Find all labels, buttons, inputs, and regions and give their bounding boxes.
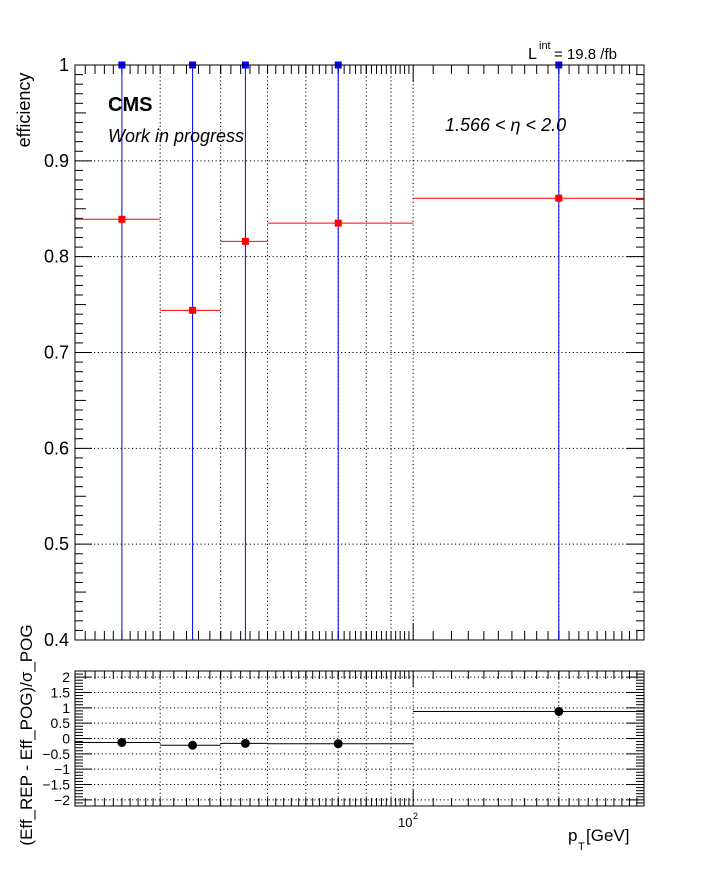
top-y-tick-label: 0.5	[44, 534, 69, 554]
bottom-y-tick-label: 1	[62, 700, 70, 716]
pull-point	[333, 739, 343, 749]
status-label: Work in progress	[108, 126, 244, 146]
top-y-tick-label: 1	[59, 55, 69, 75]
bottom-y-tick-label: 2	[62, 669, 70, 685]
rep-point	[555, 194, 563, 202]
pull-point	[240, 738, 250, 748]
bottom-y-tick-label: −1.5	[42, 777, 70, 793]
pull-label-text: (Eff_REP - Eff_POG)/σ_POG	[17, 624, 36, 845]
rep-point	[334, 219, 342, 227]
bottom-y-tick-label: 0.5	[51, 715, 71, 731]
pull-point	[554, 707, 564, 716]
eta-label: 1.566 < η < 2.0	[445, 115, 566, 135]
cms-label: CMS	[108, 94, 152, 116]
bottom-y-tick-label: −0.5	[42, 746, 70, 762]
rep-point	[241, 237, 249, 245]
top-frame	[74, 64, 645, 641]
pull-point	[188, 740, 198, 750]
pog-series	[118, 61, 563, 640]
bottom-y-tick-label: 1.5	[51, 684, 71, 700]
rep-point	[118, 215, 126, 223]
x-tick-label-sup: 2	[413, 811, 418, 821]
lumi-label-rest: = 19.8 /fb	[554, 46, 617, 63]
top-y-tick-label: 0.6	[44, 438, 69, 458]
lumi-label-sup: int	[539, 40, 551, 52]
rep-series	[75, 194, 644, 314]
top-y-tick-label: 0.4	[44, 630, 69, 650]
pull-series	[75, 707, 644, 750]
x-axis-label: p T [GeV]	[568, 826, 629, 853]
rep-point	[189, 306, 197, 314]
bottom-y-tick-labels: −2−1.5−1−0.500.511.52	[42, 669, 70, 808]
bottom-y-tick-label: −1	[54, 761, 70, 777]
top-y-axis-label: efficiency	[14, 73, 34, 148]
bottom-axis-ticks	[75, 670, 645, 807]
top-y-tick-labels: 0.4 0.5 0.6 0.7 0.8 0.9 1	[44, 55, 69, 650]
x-tick-label-base: 10	[398, 815, 412, 830]
x-axis-label-rest: [GeV]	[586, 826, 629, 845]
bottom-frame	[74, 670, 645, 807]
x-axis-label-base: p	[568, 826, 577, 845]
top-y-tick-label: 0.9	[44, 151, 69, 171]
top-y-tick-label: 0.8	[44, 247, 69, 267]
bottom-grid	[75, 671, 644, 806]
lumi-label-base: L	[528, 46, 537, 63]
top-y-tick-label: 0.7	[44, 343, 69, 363]
x-axis-label-sub: T	[578, 841, 585, 853]
x-tick-label-100: 10 2	[398, 811, 418, 830]
lumi-label: L int = 19.8 /fb	[528, 40, 617, 63]
pull-point	[117, 737, 127, 747]
bottom-y-tick-label: −2	[54, 792, 70, 808]
bottom-y-tick-label: 0	[62, 731, 70, 747]
bottom-y-axis-label: (Eff_REP - Eff_POG)/σ_POG	[17, 624, 36, 845]
